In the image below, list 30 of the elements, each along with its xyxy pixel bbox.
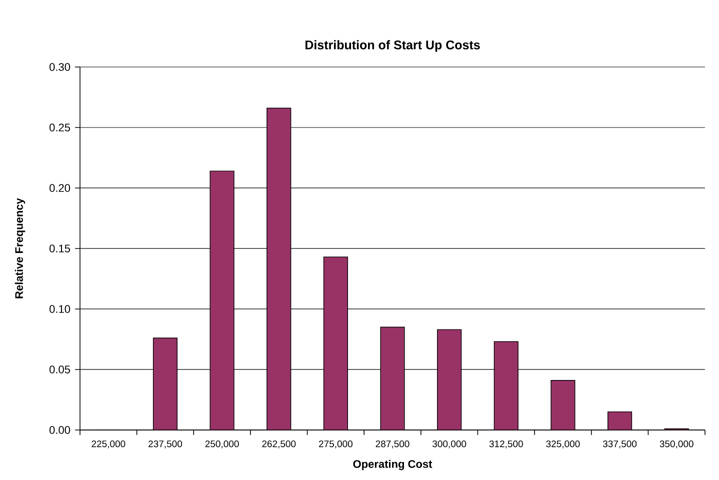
bar xyxy=(210,171,234,430)
y-tick-label: 0.25 xyxy=(50,124,70,132)
x-tick-label: 237,500 xyxy=(148,440,182,448)
x-tick-label: 325,000 xyxy=(546,440,580,448)
y-tick-label: 0.10 xyxy=(50,305,70,313)
x-tick-label: 262,500 xyxy=(262,440,296,448)
bar xyxy=(324,256,348,430)
bar xyxy=(266,108,291,430)
x-axis-title: Operating Cost xyxy=(353,460,432,470)
x-tick-label: 287,500 xyxy=(376,440,410,448)
y-tick-label: 0.00 xyxy=(50,426,70,434)
y-axis-title: Relative Frequency xyxy=(14,198,26,298)
x-tick-label: 350,000 xyxy=(660,440,694,448)
x-tick-label: 312,500 xyxy=(489,440,523,448)
bar xyxy=(380,327,404,430)
x-tick-label: 225,000 xyxy=(92,440,126,448)
x-tick-label: 250,000 xyxy=(205,440,239,448)
y-tick-label: 0.05 xyxy=(50,366,70,374)
x-tick-label: 337,500 xyxy=(602,440,637,448)
bar xyxy=(494,342,518,430)
x-tick-label: 300,000 xyxy=(432,440,466,448)
bar xyxy=(153,338,178,430)
chart-title: Distribution of Start Up Costs xyxy=(306,40,480,52)
bar xyxy=(551,380,575,430)
bar xyxy=(437,330,462,430)
bar xyxy=(608,412,632,430)
y-tick-label: 0.30 xyxy=(50,63,70,71)
y-tick-label: 0.15 xyxy=(50,244,70,252)
x-tick-label: 275,000 xyxy=(319,440,352,448)
y-tick-label: 0.20 xyxy=(50,184,70,192)
